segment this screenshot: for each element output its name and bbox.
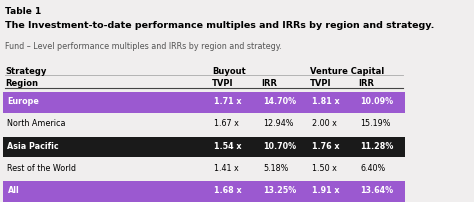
Text: 13.64%: 13.64% <box>360 186 393 195</box>
Text: 1.68 x: 1.68 x <box>214 186 242 195</box>
Text: 11.28%: 11.28% <box>360 142 393 151</box>
Text: 10.09%: 10.09% <box>360 97 393 106</box>
Text: TVPI: TVPI <box>310 79 331 88</box>
Text: Table 1: Table 1 <box>5 7 42 16</box>
FancyBboxPatch shape <box>3 181 405 202</box>
Text: 6.40%: 6.40% <box>360 164 385 173</box>
Text: IRR: IRR <box>358 79 374 88</box>
Text: 2.00 x: 2.00 x <box>311 119 337 128</box>
Text: The Investment-to-date performance multiples and IRRs by region and strategy.: The Investment-to-date performance multi… <box>5 21 435 30</box>
Text: 13.25%: 13.25% <box>263 186 296 195</box>
FancyBboxPatch shape <box>3 92 405 113</box>
Text: 1.81 x: 1.81 x <box>311 97 339 106</box>
Text: All: All <box>8 186 19 195</box>
Text: 1.71 x: 1.71 x <box>214 97 242 106</box>
Text: 1.54 x: 1.54 x <box>214 142 242 151</box>
Text: 1.76 x: 1.76 x <box>311 142 339 151</box>
Text: Europe: Europe <box>8 97 39 106</box>
Text: 1.67 x: 1.67 x <box>214 119 239 128</box>
Text: 5.18%: 5.18% <box>263 164 288 173</box>
Text: Strategy: Strategy <box>5 67 47 76</box>
Text: Fund – Level performance multiples and IRRs by region and strategy.: Fund – Level performance multiples and I… <box>5 42 283 51</box>
FancyBboxPatch shape <box>3 137 405 157</box>
Text: 15.19%: 15.19% <box>360 119 391 128</box>
Text: Region: Region <box>5 79 38 88</box>
Text: 1.41 x: 1.41 x <box>214 164 239 173</box>
Text: Asia Pacific: Asia Pacific <box>8 142 59 151</box>
Text: TVPI: TVPI <box>212 79 234 88</box>
Text: 10.70%: 10.70% <box>263 142 296 151</box>
Text: Rest of the World: Rest of the World <box>8 164 76 173</box>
Text: 12.94%: 12.94% <box>263 119 293 128</box>
Text: North America: North America <box>8 119 66 128</box>
Text: 1.91 x: 1.91 x <box>311 186 339 195</box>
Text: 1.50 x: 1.50 x <box>311 164 337 173</box>
Text: Buyout: Buyout <box>212 67 246 76</box>
Text: 14.70%: 14.70% <box>263 97 296 106</box>
Text: Venture Capital: Venture Capital <box>310 67 384 76</box>
Text: IRR: IRR <box>261 79 277 88</box>
